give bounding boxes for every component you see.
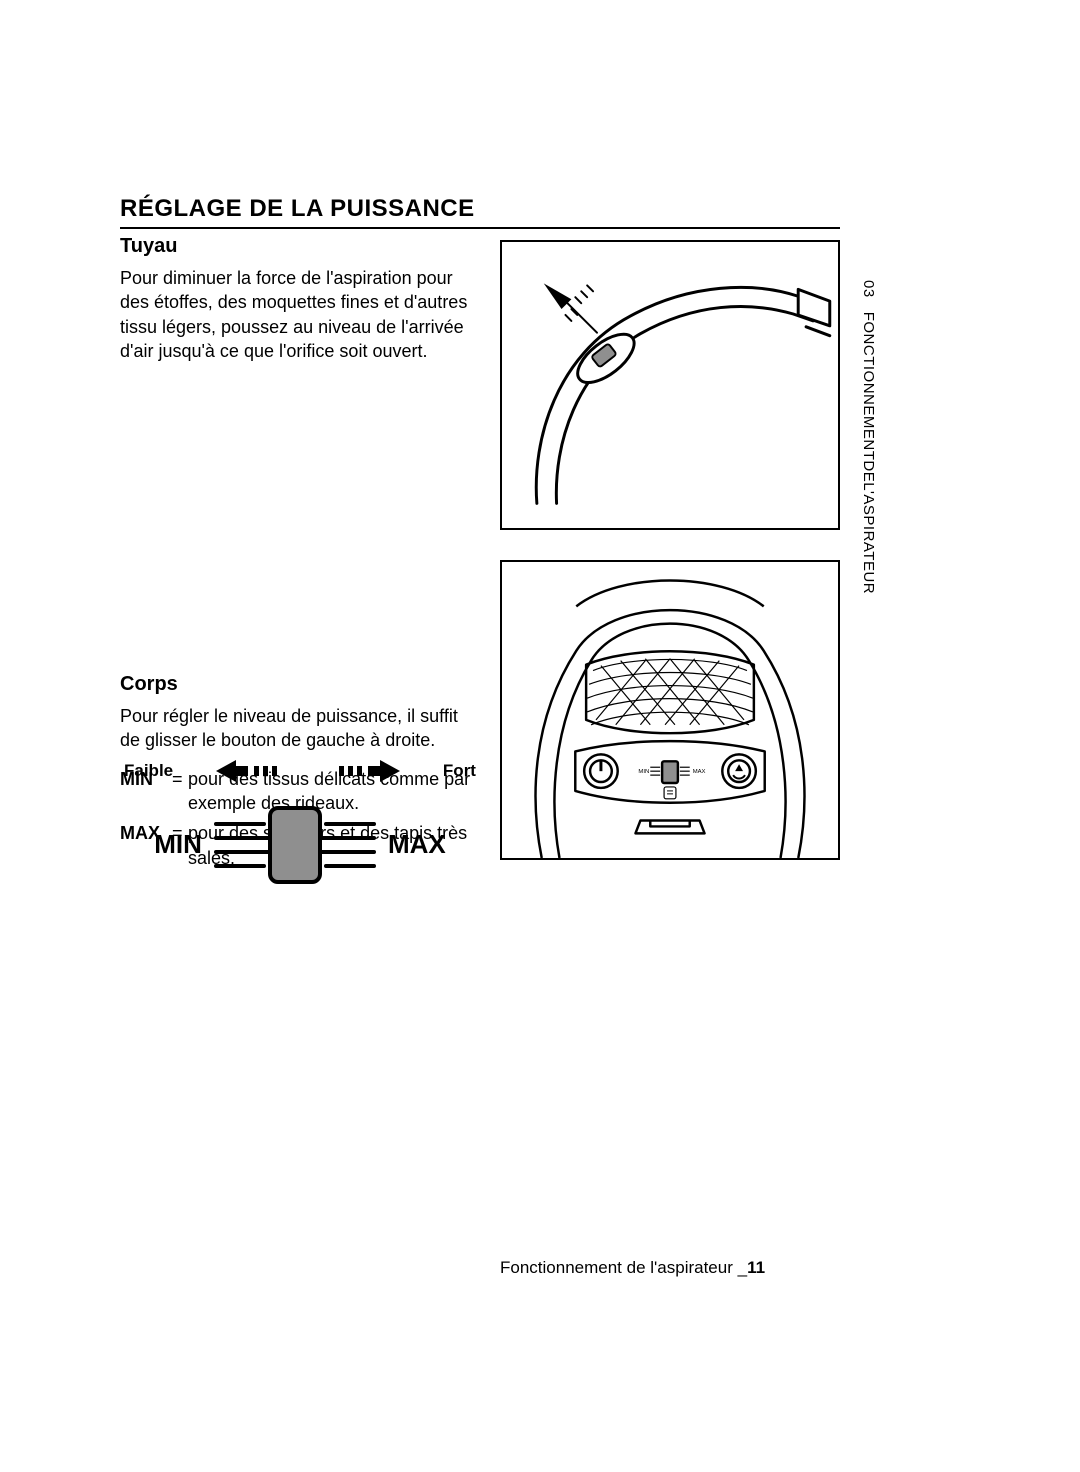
slider-min-text: MIN	[154, 829, 202, 860]
hose-illustration	[502, 242, 838, 528]
high-label: Fort	[443, 761, 476, 781]
side-chapter: 03	[860, 280, 877, 298]
arrow-right-icon	[330, 760, 400, 782]
side-tab: 03 FONCTIONNEMENTDEL'ASPIRATEUR	[855, 280, 877, 600]
slider-max-text: MAX	[388, 829, 446, 860]
footer-page: 11	[747, 1258, 765, 1277]
slider-diagram: Faible Fort MIN MAX	[120, 760, 480, 884]
low-label: Faible	[124, 761, 173, 781]
vacuum-max-label: MAX	[693, 769, 706, 775]
arrow-left-icon	[216, 760, 286, 782]
vacuum-min-label: MIN	[638, 769, 649, 775]
corps-paragraph: Pour régler le niveau de puissance, il s…	[120, 704, 480, 753]
figure-vacuum-body: MIN MAX	[500, 560, 840, 860]
tuyau-paragraph: Pour diminuer la force de l'aspiration p…	[120, 266, 480, 363]
section-title: RÉGLAGE DE LA PUISSANCE	[120, 195, 840, 229]
page-footer: Fonctionnement de l'aspirateur _11	[500, 1258, 765, 1278]
slider-graphic	[210, 804, 380, 884]
side-title: FONCTIONNEMENTDEL'ASPIRATEUR	[860, 312, 877, 594]
vacuum-body-illustration: MIN MAX	[502, 562, 838, 858]
figure-hose	[500, 240, 840, 530]
footer-text: Fonctionnement de l'aspirateur _	[500, 1258, 747, 1277]
